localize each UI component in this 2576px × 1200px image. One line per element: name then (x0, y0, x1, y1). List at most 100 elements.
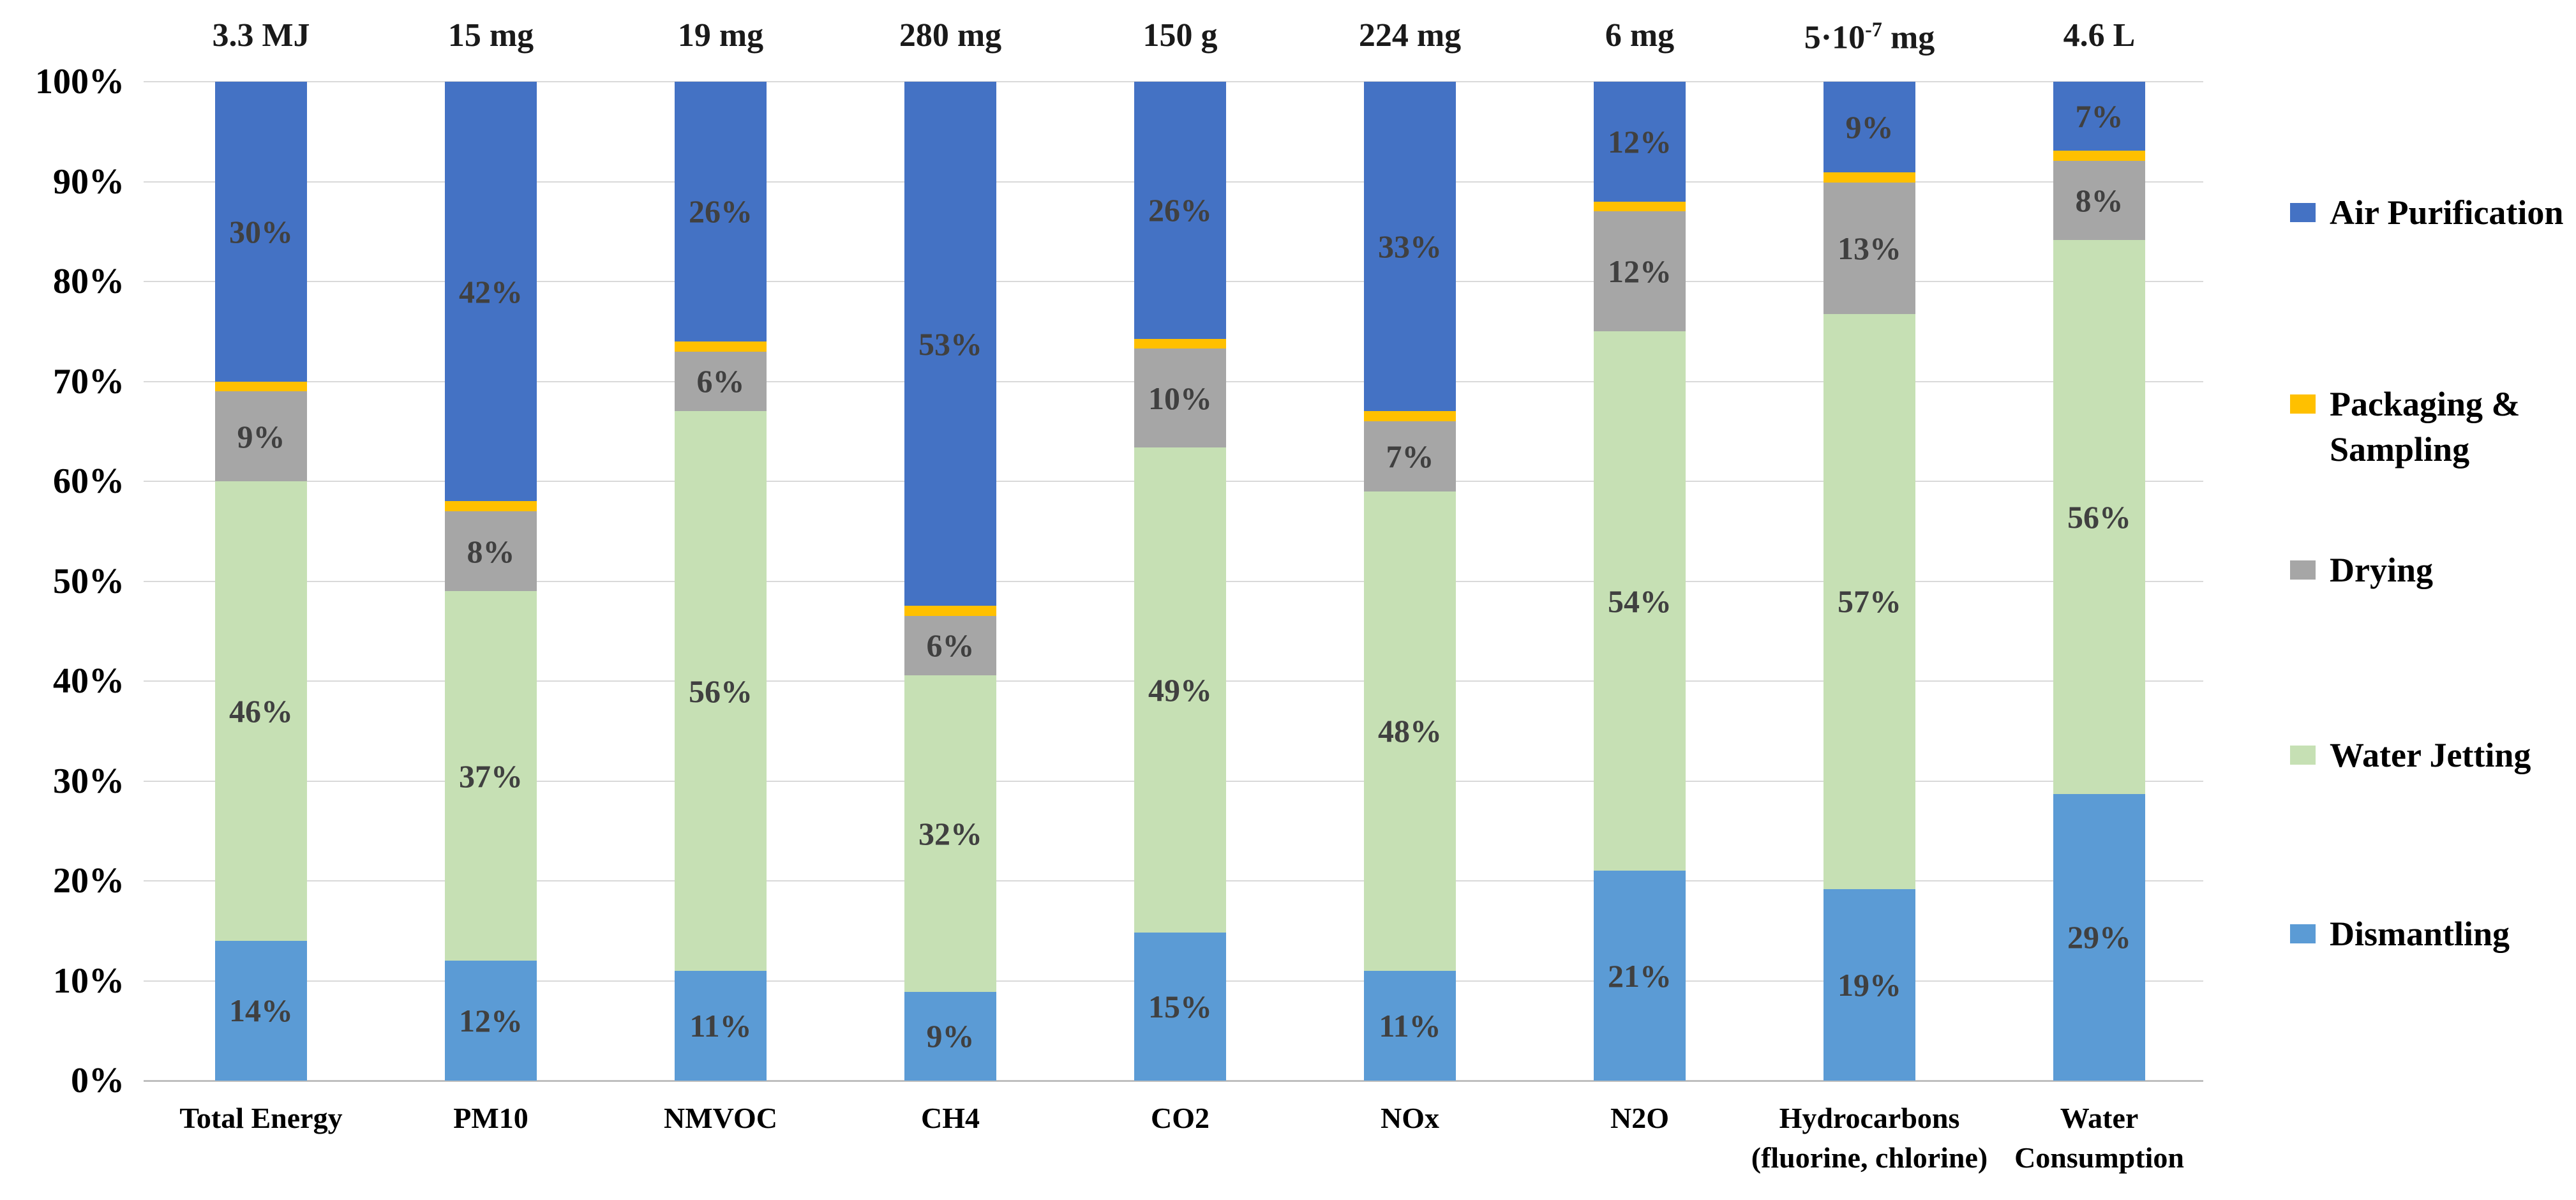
data-label-dismantling-n2o: 21% (1608, 957, 1672, 994)
data-label-air-purification-co2: 26% (1148, 192, 1212, 229)
x-label-line: Consumption (2014, 1141, 2184, 1174)
data-label-drying-pm10: 8% (467, 533, 515, 569)
y-tick-label-100: 100% (35, 62, 124, 101)
x-label-line: N2O (1610, 1102, 1669, 1134)
segment-water-jetting-nmvoc: 56% (675, 411, 767, 971)
data-label-water-jetting-total-energy: 46% (229, 693, 293, 729)
segment-water-jetting-hydrocarbons-fluorine-chlorine: 57% (1823, 313, 1915, 889)
segment-air-purification-n2o: 12% (1594, 82, 1686, 202)
legend-swatch-drying (2290, 560, 2316, 580)
segment-packaging-sampling-ch4 (904, 606, 996, 616)
x-axis-line (144, 1080, 2203, 1082)
y-tick-label-0: 0% (71, 1061, 124, 1100)
bar-n2o: 21% 54% 12% 12% (1594, 82, 1686, 1081)
data-label-drying-nmvoc: 6% (696, 363, 745, 400)
x-label-total-energy: Total Energy (114, 1099, 408, 1138)
y-tick-label-50: 50% (53, 561, 124, 601)
segment-air-purification-hydrocarbons-fluorine-chlorine: 9% (1823, 82, 1915, 173)
segment-water-jetting-water-consumption: 56% (2053, 239, 2145, 794)
plot-area: 14% 46% 9% 30% 12% 37% 8% 42% 11% 56% 6% 26% 9% 32% 6%… (144, 81, 2203, 1082)
amount-label-n2o: 6 mg (1605, 17, 1675, 54)
segment-dismantling-pm10: 12% (445, 961, 537, 1081)
segment-packaging-sampling-total-energy (215, 381, 307, 392)
y-tick-label-80: 80% (53, 262, 124, 301)
segment-air-purification-ch4: 53% (904, 82, 996, 606)
data-label-water-jetting-water-consumption: 56% (2067, 499, 2131, 535)
x-label-line: CH4 (921, 1102, 980, 1134)
bar-hydrocarbons-fluorine-chlorine: 19% 57% 13% 9% (1823, 82, 1915, 1081)
bar-total-energy: 14% 46% 9% 30% (215, 82, 307, 1081)
x-label-water-consumption: Water Consumption (1952, 1099, 2246, 1178)
segment-packaging-sampling-hydrocarbons-fluorine-chlorine (1823, 172, 1915, 183)
segment-dismantling-water-consumption: 29% (2053, 793, 2145, 1081)
x-label-line: Total Energy (179, 1102, 343, 1134)
y-tick-label-60: 60% (53, 461, 124, 501)
data-label-dismantling-co2: 15% (1148, 988, 1212, 1024)
segment-packaging-sampling-nmvoc (675, 341, 767, 352)
data-label-air-purification-water-consumption: 7% (2075, 98, 2123, 135)
x-label-line: CO2 (1151, 1102, 1209, 1134)
segment-dismantling-total-energy: 14% (215, 940, 307, 1081)
segment-packaging-sampling-co2 (1134, 338, 1226, 349)
segment-air-purification-pm10: 42% (445, 82, 537, 502)
data-label-drying-total-energy: 9% (237, 418, 285, 454)
bar-nmvoc: 11% 56% 6% 26% (675, 81, 767, 1081)
legend-swatch-air-purification (2290, 203, 2316, 222)
x-label-line: NMVOC (664, 1102, 777, 1134)
segment-water-jetting-total-energy: 46% (215, 481, 307, 941)
bar-co2: 15% 49% 10% 26% (1134, 82, 1226, 1081)
data-label-drying-hydrocarbons-fluorine-chlorine: 13% (1838, 230, 1901, 266)
segment-water-jetting-nox: 48% (1364, 491, 1456, 971)
data-label-dismantling-hydrocarbons-fluorine-chlorine: 19% (1838, 966, 1901, 1003)
data-label-water-jetting-pm10: 37% (459, 758, 523, 794)
y-tick-label-40: 40% (53, 661, 124, 701)
segment-dismantling-co2: 15% (1134, 932, 1226, 1081)
segment-drying-n2o: 12% (1594, 211, 1686, 332)
x-label-hydrocarbons-fluorine-chlorine: Hydrocarbons (fluorine, chlorine) (1723, 1099, 2016, 1178)
amount-label-nox: 224 mg (1358, 17, 1462, 54)
legend-item-dismantling: Dismantling (2290, 911, 2576, 957)
legend-swatch-dismantling (2290, 924, 2316, 943)
legend-item-water-jetting: Water Jetting (2290, 733, 2576, 778)
data-label-water-jetting-co2: 49% (1148, 671, 1212, 708)
data-label-dismantling-nmvoc: 11% (689, 1007, 752, 1044)
bar-pm10: 12% 37% 8% 42% (445, 82, 537, 1081)
segment-air-purification-total-energy: 30% (215, 82, 307, 382)
amount-label-hydrocarbons-fluorine-chlorine: 5·10-7 mg (1804, 18, 1935, 56)
amount-label-total-energy: 3.3 MJ (212, 17, 310, 54)
segment-water-jetting-pm10: 37% (445, 591, 537, 961)
legend-swatch-water-jetting (2290, 746, 2316, 765)
data-label-air-purification-nox: 33% (1378, 229, 1442, 265)
segment-air-purification-nmvoc: 26% (675, 81, 767, 341)
y-tick-label-30: 30% (53, 761, 124, 801)
segment-dismantling-n2o: 21% (1594, 871, 1686, 1081)
data-label-dismantling-total-energy: 14% (229, 993, 293, 1029)
data-label-air-purification-n2o: 12% (1608, 123, 1672, 160)
x-label-line: Water (2060, 1102, 2139, 1134)
segment-packaging-sampling-nox (1364, 411, 1456, 422)
data-label-dismantling-ch4: 9% (926, 1018, 975, 1054)
segment-drying-total-energy: 9% (215, 391, 307, 481)
segment-packaging-sampling-n2o (1594, 201, 1686, 212)
x-label-n2o: N2O (1493, 1099, 1786, 1138)
segment-packaging-sampling-water-consumption (2053, 151, 2145, 161)
legend-item-drying: Drying (2290, 548, 2576, 593)
segment-air-purification-water-consumption: 7% (2053, 82, 2145, 151)
data-label-water-jetting-hydrocarbons-fluorine-chlorine: 57% (1838, 583, 1901, 620)
segment-drying-nmvoc: 6% (675, 351, 767, 412)
x-label-co2: CO2 (1033, 1099, 1327, 1138)
bar-water-consumption: 29% 56% 8% 7% (2053, 82, 2145, 1081)
segment-drying-nox: 7% (1364, 421, 1456, 491)
data-label-water-jetting-nmvoc: 56% (689, 673, 753, 709)
legend-label-air-purification: Air Purification (2330, 193, 2564, 232)
amount-label-water-consumption: 4.6 L (2063, 17, 2136, 54)
segment-air-purification-co2: 26% (1134, 82, 1226, 339)
data-label-air-purification-pm10: 42% (459, 273, 523, 310)
x-label-pm10: PM10 (344, 1099, 638, 1138)
data-label-air-purification-nmvoc: 26% (689, 193, 753, 230)
data-label-dismantling-pm10: 12% (459, 1003, 523, 1039)
legend-swatch-packaging-sampling (2290, 394, 2316, 414)
segment-dismantling-hydrocarbons-fluorine-chlorine: 19% (1823, 889, 1915, 1081)
segment-air-purification-nox: 33% (1364, 81, 1456, 412)
